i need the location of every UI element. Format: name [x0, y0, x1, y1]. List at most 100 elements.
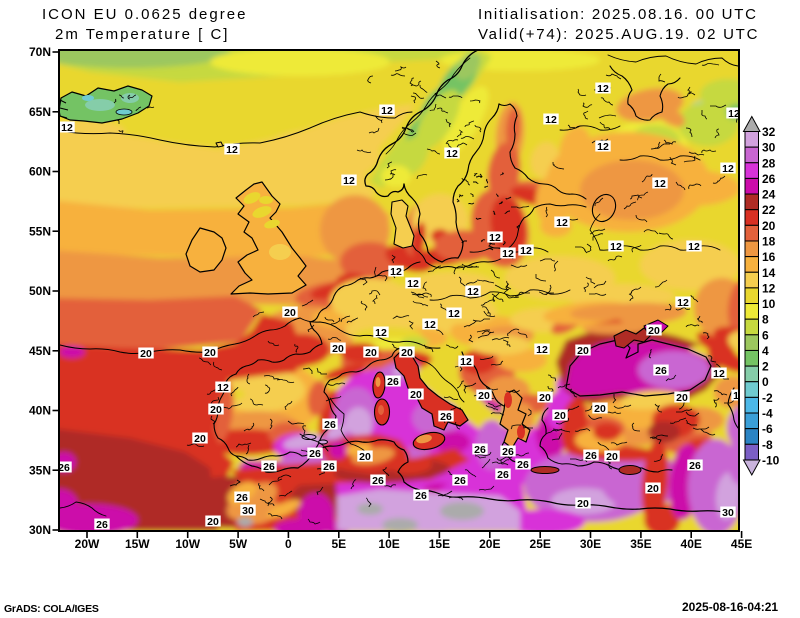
svg-text:12: 12 [654, 178, 666, 190]
svg-text:20W: 20W [75, 537, 100, 551]
svg-text:26: 26 [585, 450, 597, 462]
svg-text:20: 20 [210, 404, 222, 416]
svg-text:20: 20 [140, 348, 152, 360]
svg-text:4: 4 [762, 344, 769, 358]
svg-text:5E: 5E [331, 537, 346, 551]
svg-text:20: 20 [577, 345, 589, 357]
svg-text:12: 12 [226, 144, 238, 156]
svg-text:12: 12 [597, 141, 609, 153]
svg-text:12: 12 [375, 327, 387, 339]
svg-text:12: 12 [677, 297, 689, 309]
svg-text:-10: -10 [762, 453, 780, 467]
svg-text:12: 12 [489, 232, 501, 244]
svg-text:26: 26 [655, 365, 667, 377]
svg-text:6: 6 [762, 328, 769, 342]
svg-text:20: 20 [554, 410, 566, 422]
svg-text:12: 12 [597, 83, 609, 95]
svg-text:30: 30 [242, 505, 254, 517]
svg-text:60N: 60N [29, 165, 51, 179]
svg-text:20: 20 [194, 433, 206, 445]
svg-text:26: 26 [762, 172, 776, 186]
svg-text:-6: -6 [762, 422, 773, 436]
svg-text:20: 20 [676, 392, 688, 404]
svg-text:12: 12 [688, 241, 700, 253]
svg-text:40E: 40E [681, 537, 702, 551]
svg-text:12: 12 [610, 241, 622, 253]
svg-text:8: 8 [762, 313, 769, 327]
svg-text:26: 26 [96, 519, 108, 531]
svg-text:20: 20 [401, 347, 413, 359]
svg-text:12: 12 [446, 148, 458, 160]
svg-text:12: 12 [343, 175, 355, 187]
svg-text:35E: 35E [630, 537, 651, 551]
svg-text:26: 26 [263, 461, 275, 473]
svg-text:35N: 35N [29, 463, 51, 477]
svg-text:45E: 45E [731, 537, 752, 551]
svg-text:20: 20 [332, 343, 344, 355]
svg-text:12: 12 [217, 382, 229, 394]
svg-text:12: 12 [536, 344, 548, 356]
svg-text:14: 14 [762, 266, 776, 280]
svg-text:15W: 15W [125, 537, 150, 551]
svg-text:12: 12 [448, 308, 460, 320]
svg-text:12: 12 [502, 248, 514, 260]
svg-text:40N: 40N [29, 404, 51, 418]
svg-text:26: 26 [324, 419, 336, 431]
svg-text:5W: 5W [229, 537, 248, 551]
svg-text:12: 12 [424, 319, 436, 331]
svg-text:20: 20 [365, 347, 377, 359]
svg-text:2: 2 [762, 360, 769, 374]
svg-text:26: 26 [236, 492, 248, 504]
svg-text:12: 12 [407, 278, 419, 290]
svg-text:26: 26 [474, 444, 486, 456]
svg-text:30E: 30E [580, 537, 601, 551]
svg-text:50N: 50N [29, 284, 51, 298]
svg-text:0: 0 [762, 375, 769, 389]
svg-text:20: 20 [594, 403, 606, 415]
svg-text:26: 26 [440, 411, 452, 423]
svg-text:20: 20 [648, 325, 660, 337]
svg-text:0: 0 [285, 537, 292, 551]
svg-text:10E: 10E [378, 537, 399, 551]
svg-text:15E: 15E [429, 537, 450, 551]
svg-text:30: 30 [762, 141, 776, 155]
svg-text:26: 26 [372, 475, 384, 487]
svg-text:26: 26 [497, 469, 509, 481]
svg-text:65N: 65N [29, 105, 51, 119]
svg-text:70N: 70N [29, 45, 51, 59]
svg-text:55N: 55N [29, 224, 51, 238]
svg-text:26: 26 [58, 462, 70, 474]
svg-text:12: 12 [61, 122, 73, 134]
svg-text:20: 20 [577, 498, 589, 510]
svg-text:20: 20 [359, 451, 371, 463]
svg-text:24: 24 [762, 188, 776, 202]
svg-text:26: 26 [323, 461, 335, 473]
svg-text:20: 20 [478, 390, 490, 402]
svg-text:20: 20 [606, 451, 618, 463]
svg-text:30: 30 [722, 507, 734, 519]
svg-text:12: 12 [733, 390, 740, 402]
svg-text:20: 20 [204, 347, 216, 359]
svg-text:12: 12 [381, 105, 393, 117]
svg-text:20: 20 [539, 392, 551, 404]
svg-text:-4: -4 [762, 407, 773, 421]
svg-text:26: 26 [309, 448, 321, 460]
svg-text:25E: 25E [530, 537, 551, 551]
svg-text:12: 12 [460, 356, 472, 368]
svg-text:22: 22 [762, 203, 776, 217]
svg-text:18: 18 [762, 234, 776, 248]
svg-text:12: 12 [390, 266, 402, 278]
svg-text:10W: 10W [175, 537, 200, 551]
svg-text:32: 32 [762, 125, 776, 139]
svg-text:12: 12 [728, 108, 740, 120]
svg-text:-2: -2 [762, 391, 773, 405]
svg-text:12: 12 [713, 368, 725, 380]
svg-text:45N: 45N [29, 344, 51, 358]
svg-text:26: 26 [517, 459, 529, 471]
svg-text:20: 20 [410, 389, 422, 401]
svg-text:12: 12 [762, 281, 776, 295]
svg-text:12: 12 [556, 217, 568, 229]
svg-text:28: 28 [762, 156, 776, 170]
svg-text:10: 10 [762, 297, 776, 311]
svg-text:20: 20 [647, 483, 659, 495]
